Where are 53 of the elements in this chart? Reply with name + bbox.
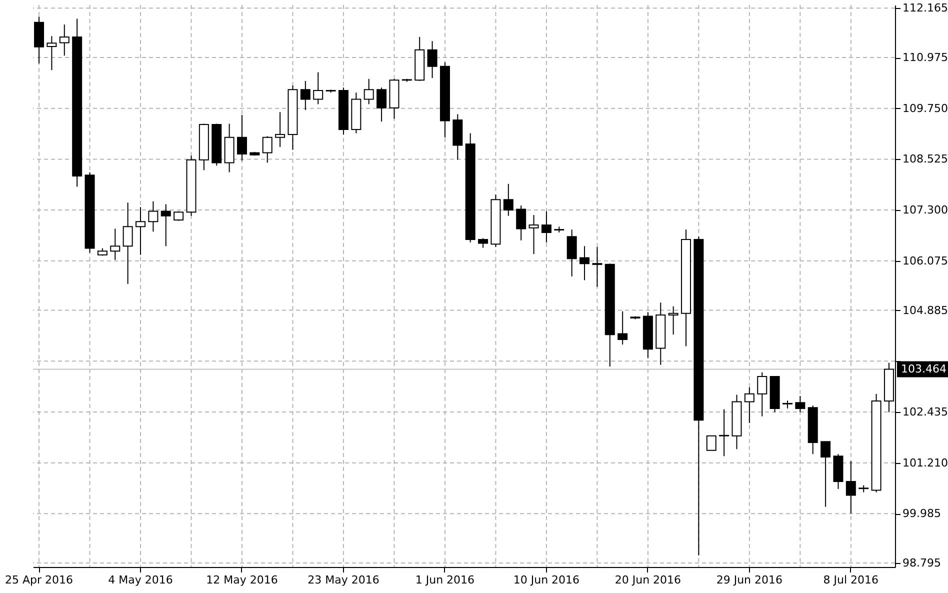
y-tick-label: 106.075 — [902, 254, 948, 268]
candlestick — [719, 408, 730, 457]
candlestick — [148, 200, 158, 232]
candlestick — [136, 206, 146, 256]
candlestick — [478, 238, 488, 248]
candlestick — [795, 395, 806, 413]
x-tick-label: 29 Jun 2016 — [716, 574, 783, 586]
x-tick-label: 4 May 2016 — [108, 574, 173, 586]
x-tick-label: 20 Jun 2016 — [614, 574, 682, 586]
candlestick — [618, 310, 628, 346]
y-tick-label: 112.165 — [902, 2, 948, 15]
candlestick — [706, 435, 716, 451]
y-tick-label: 98.795 — [902, 556, 941, 570]
candlestick — [122, 202, 133, 284]
candlestick — [566, 229, 577, 277]
candlestick — [846, 460, 856, 514]
candlestick — [528, 214, 539, 255]
candlestick — [237, 114, 247, 162]
candlestick — [262, 136, 272, 164]
candlestick — [668, 306, 678, 336]
ref-line-label: 103.464 — [901, 362, 946, 376]
candlestick — [275, 112, 286, 148]
candlestick — [300, 80, 310, 111]
y-tick-label: 110.975 — [902, 51, 948, 64]
candlestick — [592, 246, 602, 288]
candlestick — [313, 72, 324, 105]
candlestick — [541, 210, 552, 243]
y-tick-label: 99.985 — [902, 507, 941, 520]
x-tick-label: 10 Jun 2016 — [513, 574, 580, 586]
candlestick — [427, 40, 438, 79]
x-tick-label: 25 Apr 2016 — [5, 574, 74, 586]
x-tick-label: 8 Jul 2016 — [823, 574, 879, 586]
candlestick — [364, 78, 374, 105]
candlestick — [46, 36, 57, 71]
candlestick — [516, 204, 526, 241]
candlestick — [110, 228, 120, 260]
y-tick-label: 102.435 — [902, 405, 948, 418]
candlestick — [580, 246, 590, 281]
candlestick — [160, 204, 171, 247]
x-tick-label: 1 Jun 2016 — [415, 574, 475, 586]
candlestick — [757, 372, 768, 417]
y-tick-label: 109.750 — [902, 102, 948, 115]
candlestick — [503, 183, 514, 216]
y-tick-label: 104.885 — [902, 304, 948, 317]
candlestick — [744, 386, 754, 424]
x-tick-label: 23 May 2016 — [308, 574, 380, 586]
candlestick — [820, 441, 831, 508]
y-tick-label: 107.300 — [902, 204, 948, 217]
y-tick-label: 108.525 — [902, 152, 948, 166]
candlestick — [376, 87, 387, 122]
x-tick-label: 12 May 2016 — [206, 574, 278, 586]
y-tick-label: 101.210 — [902, 456, 948, 470]
candlestick — [59, 24, 70, 56]
